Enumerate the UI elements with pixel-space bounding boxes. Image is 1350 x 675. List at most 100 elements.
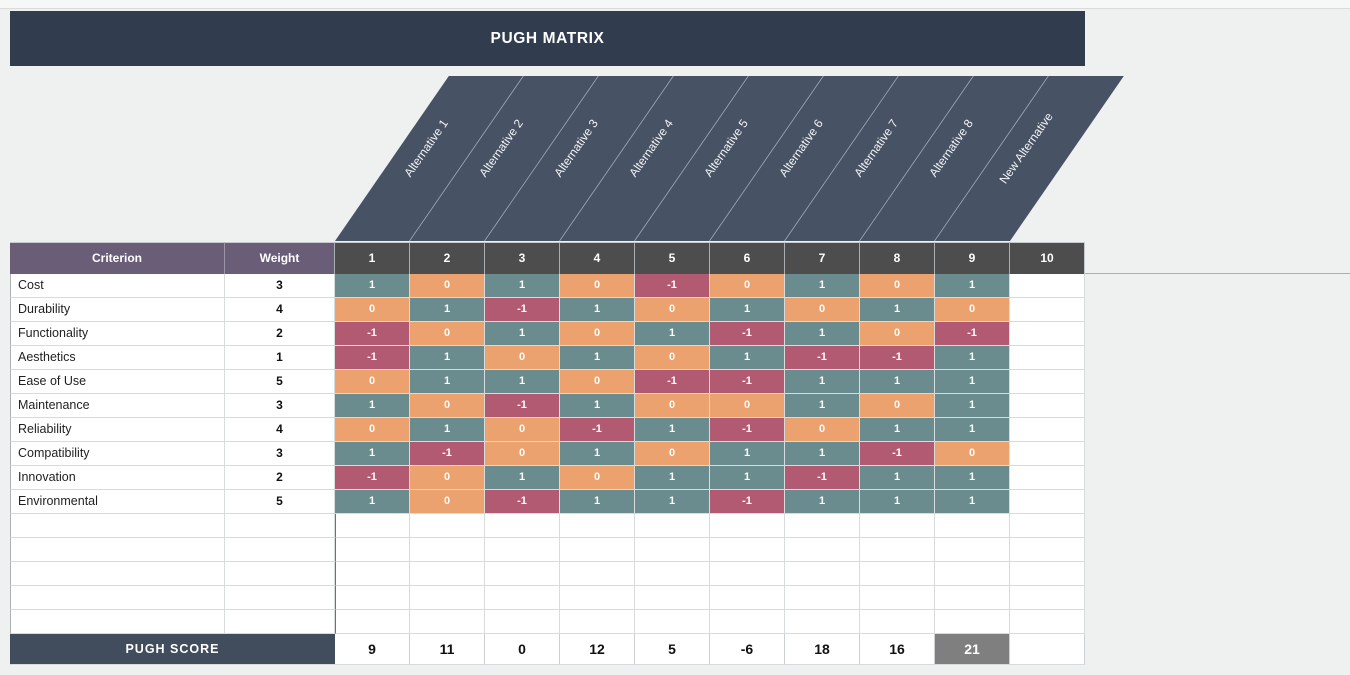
rating-cell[interactable]: 1 bbox=[935, 274, 1010, 298]
rating-cell[interactable]: 0 bbox=[410, 274, 485, 298]
weight-cell[interactable] bbox=[225, 514, 335, 538]
blank-cell[interactable] bbox=[1010, 298, 1085, 322]
rating-cell[interactable]: 1 bbox=[935, 490, 1010, 514]
criterion-cell[interactable]: Ease of Use bbox=[10, 370, 225, 394]
rating-cell[interactable]: 0 bbox=[710, 394, 785, 418]
blank-cell[interactable] bbox=[410, 586, 485, 610]
blank-cell[interactable] bbox=[485, 586, 560, 610]
rating-cell[interactable]: 0 bbox=[560, 274, 635, 298]
blank-cell[interactable] bbox=[1010, 466, 1085, 490]
blank-cell[interactable] bbox=[485, 514, 560, 538]
rating-cell[interactable]: 1 bbox=[860, 490, 935, 514]
rating-cell[interactable]: 0 bbox=[785, 298, 860, 322]
blank-cell[interactable] bbox=[935, 610, 1010, 634]
rating-cell[interactable]: -1 bbox=[335, 322, 410, 346]
rating-cell[interactable]: 1 bbox=[635, 466, 710, 490]
rating-cell[interactable]: 1 bbox=[935, 466, 1010, 490]
rating-cell[interactable]: -1 bbox=[635, 274, 710, 298]
rating-cell[interactable]: 1 bbox=[785, 442, 860, 466]
rating-cell[interactable]: -1 bbox=[485, 394, 560, 418]
rating-cell[interactable]: 1 bbox=[785, 394, 860, 418]
rating-cell[interactable]: -1 bbox=[335, 466, 410, 490]
criterion-cell[interactable] bbox=[10, 514, 225, 538]
blank-cell[interactable] bbox=[560, 586, 635, 610]
rating-cell[interactable]: 0 bbox=[635, 298, 710, 322]
rating-cell[interactable]: 1 bbox=[485, 322, 560, 346]
rating-cell[interactable]: 1 bbox=[560, 298, 635, 322]
blank-cell[interactable] bbox=[785, 586, 860, 610]
blank-cell[interactable] bbox=[1010, 442, 1085, 466]
rating-cell[interactable]: -1 bbox=[785, 346, 860, 370]
rating-cell[interactable]: 0 bbox=[560, 466, 635, 490]
rating-cell[interactable]: 1 bbox=[485, 370, 560, 394]
rating-cell[interactable]: 1 bbox=[410, 370, 485, 394]
blank-cell[interactable] bbox=[410, 562, 485, 586]
criterion-cell[interactable]: Cost bbox=[10, 274, 225, 298]
rating-cell[interactable]: -1 bbox=[710, 322, 785, 346]
rating-cell[interactable]: 1 bbox=[935, 370, 1010, 394]
blank-cell[interactable] bbox=[560, 538, 635, 562]
rating-cell[interactable]: 0 bbox=[485, 346, 560, 370]
weight-cell[interactable] bbox=[225, 586, 335, 610]
criterion-cell[interactable] bbox=[10, 538, 225, 562]
weight-cell[interactable] bbox=[225, 538, 335, 562]
criterion-cell[interactable]: Aesthetics bbox=[10, 346, 225, 370]
pugh-score-cell[interactable]: 5 bbox=[635, 634, 710, 665]
rating-cell[interactable]: 0 bbox=[635, 394, 710, 418]
criterion-cell[interactable] bbox=[10, 586, 225, 610]
rating-cell[interactable]: -1 bbox=[485, 298, 560, 322]
rating-cell[interactable]: 0 bbox=[785, 418, 860, 442]
rating-cell[interactable]: 1 bbox=[860, 466, 935, 490]
rating-cell[interactable]: -1 bbox=[410, 442, 485, 466]
blank-cell[interactable] bbox=[935, 538, 1010, 562]
criterion-cell[interactable]: Compatibility bbox=[10, 442, 225, 466]
blank-cell[interactable] bbox=[1010, 490, 1085, 514]
rating-cell[interactable]: 1 bbox=[935, 394, 1010, 418]
criterion-cell[interactable]: Durability bbox=[10, 298, 225, 322]
criterion-cell[interactable]: Innovation bbox=[10, 466, 225, 490]
pugh-score-cell[interactable]: 9 bbox=[335, 634, 410, 665]
blank-cell[interactable] bbox=[560, 562, 635, 586]
rating-cell[interactable]: 0 bbox=[635, 346, 710, 370]
blank-cell[interactable] bbox=[1010, 562, 1085, 586]
blank-cell[interactable] bbox=[710, 610, 785, 634]
blank-cell[interactable] bbox=[710, 538, 785, 562]
blank-cell[interactable] bbox=[710, 562, 785, 586]
weight-cell[interactable]: 3 bbox=[225, 442, 335, 466]
rating-cell[interactable]: 0 bbox=[560, 370, 635, 394]
rating-cell[interactable]: 0 bbox=[860, 274, 935, 298]
blank-cell[interactable] bbox=[1010, 322, 1085, 346]
rating-cell[interactable]: -1 bbox=[710, 418, 785, 442]
pugh-score-cell[interactable]: 21 bbox=[935, 634, 1010, 665]
criterion-cell[interactable] bbox=[10, 562, 225, 586]
blank-cell[interactable] bbox=[1010, 634, 1085, 665]
rating-cell[interactable]: 1 bbox=[935, 418, 1010, 442]
rating-cell[interactable]: 0 bbox=[635, 442, 710, 466]
weight-cell[interactable]: 2 bbox=[225, 466, 335, 490]
blank-cell[interactable] bbox=[860, 610, 935, 634]
rating-cell[interactable]: 1 bbox=[710, 298, 785, 322]
rating-cell[interactable]: 1 bbox=[710, 442, 785, 466]
blank-cell[interactable] bbox=[935, 514, 1010, 538]
rating-cell[interactable]: -1 bbox=[710, 370, 785, 394]
weight-cell[interactable]: 5 bbox=[225, 490, 335, 514]
blank-cell[interactable] bbox=[1010, 514, 1085, 538]
rating-cell[interactable]: 1 bbox=[335, 274, 410, 298]
rating-cell[interactable]: 1 bbox=[860, 298, 935, 322]
rating-cell[interactable]: 0 bbox=[410, 466, 485, 490]
rating-cell[interactable]: 0 bbox=[560, 322, 635, 346]
blank-cell[interactable] bbox=[635, 514, 710, 538]
rating-cell[interactable]: 0 bbox=[335, 370, 410, 394]
blank-cell[interactable] bbox=[1010, 418, 1085, 442]
blank-cell[interactable] bbox=[560, 610, 635, 634]
blank-cell[interactable] bbox=[335, 610, 410, 634]
rating-cell[interactable]: 1 bbox=[785, 370, 860, 394]
rating-cell[interactable]: 1 bbox=[410, 346, 485, 370]
rating-cell[interactable]: -1 bbox=[710, 490, 785, 514]
weight-cell[interactable]: 5 bbox=[225, 370, 335, 394]
blank-cell[interactable] bbox=[785, 538, 860, 562]
blank-cell[interactable] bbox=[860, 538, 935, 562]
rating-cell[interactable]: 0 bbox=[860, 394, 935, 418]
rating-cell[interactable]: 0 bbox=[485, 418, 560, 442]
rating-cell[interactable]: 1 bbox=[710, 346, 785, 370]
